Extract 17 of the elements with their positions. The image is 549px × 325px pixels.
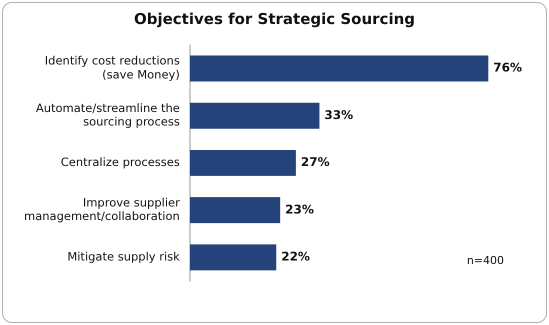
data-label: 33% — [324, 108, 354, 122]
annotation: n=400 — [466, 254, 504, 267]
data-label: 27% — [300, 155, 330, 170]
data-label: 76% — [493, 60, 522, 75]
bar — [190, 197, 280, 224]
data-label: 23% — [285, 202, 314, 216]
y-tick-label: Centralize processes — [60, 154, 180, 169]
y-tick-label: Identify cost reductions (save Money) — [44, 54, 180, 82]
bar — [190, 102, 320, 129]
y-tick-label: Automate/streamline the sourcing process — [36, 100, 180, 129]
bar — [190, 56, 488, 82]
data-label: 22% — [281, 250, 310, 264]
y-tick-label: Improve supplier management/collaboration — [24, 195, 180, 224]
bar — [190, 150, 296, 176]
chart-title: Objectives for Strategic Sourcing — [132, 10, 416, 28]
y-tick-label: Mitigate supply risk — [67, 249, 180, 264]
bar — [190, 244, 276, 270]
